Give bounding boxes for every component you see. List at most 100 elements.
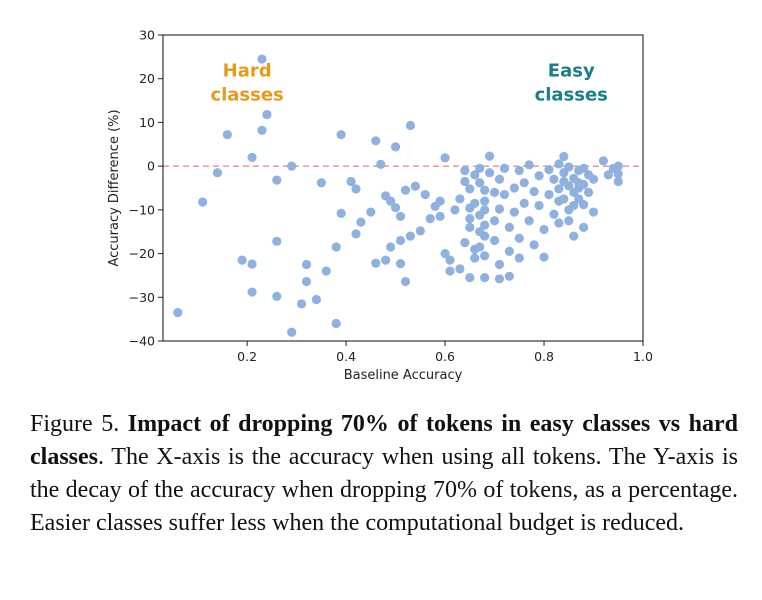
data-point xyxy=(564,162,574,172)
data-point xyxy=(539,224,549,235)
hard-classes-annotation: classes xyxy=(210,85,283,106)
x-tick-label: 1.0 xyxy=(633,349,653,364)
data-point xyxy=(346,176,356,187)
data-point xyxy=(588,174,599,184)
y-tick-label: −30 xyxy=(129,290,155,305)
data-point xyxy=(579,163,589,173)
data-point xyxy=(475,178,485,188)
data-point xyxy=(371,136,381,146)
data-point xyxy=(509,183,519,193)
data-point xyxy=(579,179,589,190)
data-point xyxy=(257,54,267,64)
data-point xyxy=(529,240,539,250)
data-point xyxy=(588,207,599,217)
data-point xyxy=(311,294,322,305)
data-point xyxy=(564,181,574,191)
caption-bold: Impact of dropping 70% of tokens in easy… xyxy=(30,411,738,470)
data-point xyxy=(569,231,579,241)
data-point xyxy=(564,216,574,226)
data-point xyxy=(480,251,490,261)
data-point xyxy=(395,211,406,222)
data-point xyxy=(381,255,391,265)
data-point xyxy=(534,200,544,211)
data-point xyxy=(484,151,495,161)
data-point xyxy=(296,299,307,309)
data-point xyxy=(301,259,312,270)
data-point xyxy=(272,236,282,246)
data-point xyxy=(494,259,505,270)
data-point xyxy=(455,194,465,204)
data-point xyxy=(579,222,589,232)
data-point xyxy=(460,238,470,248)
data-point xyxy=(480,273,490,283)
data-point xyxy=(514,233,524,243)
x-tick-label: 0.8 xyxy=(534,349,554,364)
data-point xyxy=(390,203,401,213)
data-point xyxy=(484,168,495,178)
data-point xyxy=(247,259,257,269)
data-point xyxy=(494,174,505,184)
data-point xyxy=(455,264,465,274)
data-point xyxy=(405,120,416,131)
data-point xyxy=(465,222,475,232)
data-point xyxy=(494,274,505,284)
data-point xyxy=(390,142,401,152)
data-point xyxy=(470,253,480,263)
data-point xyxy=(316,178,326,188)
caption-rest: . The X-axis is the accuracy when using … xyxy=(30,444,738,536)
data-point xyxy=(489,187,500,197)
data-point xyxy=(287,161,297,171)
data-point xyxy=(321,266,331,276)
data-point xyxy=(524,160,534,170)
data-point xyxy=(272,291,282,302)
data-point xyxy=(331,318,341,329)
easy-classes-annotation: classes xyxy=(535,85,608,106)
data-point xyxy=(579,200,589,210)
data-point xyxy=(465,273,475,283)
data-point xyxy=(509,207,519,217)
data-point xyxy=(405,231,416,241)
data-point xyxy=(440,153,450,163)
data-point xyxy=(499,163,510,173)
data-point xyxy=(470,198,480,208)
data-point xyxy=(440,248,450,259)
y-tick-label: 30 xyxy=(139,28,155,43)
data-point xyxy=(504,222,514,232)
data-point xyxy=(465,214,475,224)
data-point xyxy=(613,161,623,171)
data-point xyxy=(420,189,430,200)
data-point xyxy=(445,266,455,276)
data-point xyxy=(489,216,500,226)
data-point xyxy=(554,159,564,169)
data-point xyxy=(470,170,480,180)
data-point xyxy=(272,175,282,185)
data-point xyxy=(499,189,510,200)
data-point xyxy=(247,152,257,162)
data-point xyxy=(222,130,232,140)
data-point xyxy=(351,184,361,194)
data-point xyxy=(480,220,490,230)
figure-caption: Figure 5. Impact of dropping 70% of toke… xyxy=(30,408,738,540)
data-point xyxy=(197,197,208,207)
data-point xyxy=(212,168,223,178)
data-point xyxy=(549,209,559,219)
data-point xyxy=(331,242,341,252)
data-point xyxy=(514,165,524,176)
data-point xyxy=(376,159,386,169)
caption-prefix: Figure 5. xyxy=(30,411,128,437)
data-point xyxy=(460,176,470,187)
data-point xyxy=(395,259,406,269)
data-point xyxy=(425,214,435,224)
data-point xyxy=(529,186,539,197)
plot-area: 0.2 0.4 0.6 0.8 1.0 −40 −30 −20 −10 0 10 20 30 Baseli… xyxy=(107,28,653,384)
data-point xyxy=(287,327,297,337)
data-point xyxy=(450,205,460,215)
data-point xyxy=(519,178,529,188)
data-point xyxy=(435,196,445,206)
data-point xyxy=(554,218,564,228)
data-point xyxy=(336,208,346,218)
data-point xyxy=(410,181,420,191)
data-point xyxy=(415,226,425,236)
data-point xyxy=(351,229,361,239)
data-point xyxy=(569,200,579,211)
